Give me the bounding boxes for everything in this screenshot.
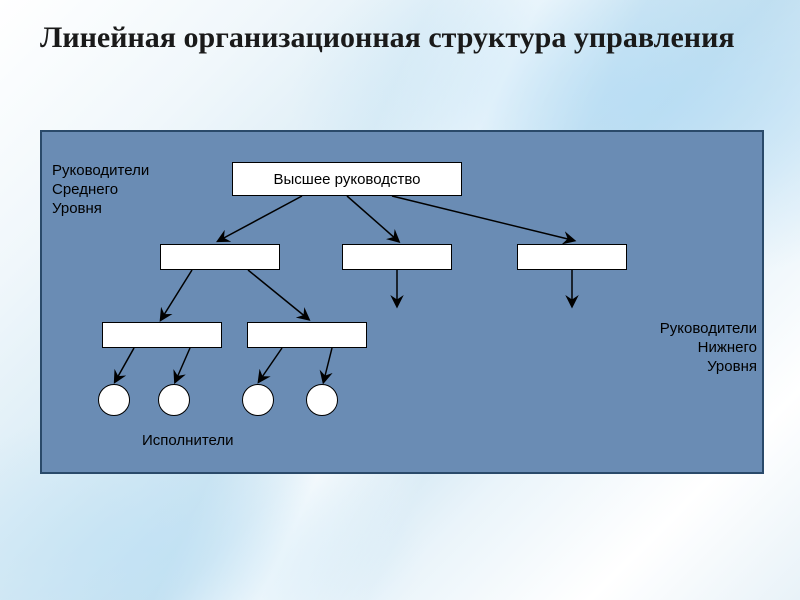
node-executor-0 <box>98 384 130 416</box>
node-executor-1 <box>158 384 190 416</box>
node-executor-2 <box>242 384 274 416</box>
label-lower-management: РуководителиНижнегоУровня <box>652 320 757 376</box>
node-mid-1 <box>342 244 452 270</box>
node-mid-0 <box>160 244 280 270</box>
node-top-management: Высшее руководство <box>232 162 462 196</box>
label-executors: Исполнители <box>142 432 234 451</box>
label-middle-management: РуководителиСреднегоУровня <box>52 162 149 218</box>
node-low-1 <box>247 322 367 348</box>
node-mid-2 <box>517 244 627 270</box>
diagram-content: Высшее руководство РуководителиСреднегоУр… <box>42 132 762 472</box>
node-low-0 <box>102 322 222 348</box>
slide: Линейная организационная структура управ… <box>0 0 800 600</box>
node-executor-3 <box>306 384 338 416</box>
slide-title: Линейная организационная структура управ… <box>40 20 760 56</box>
diagram-panel: Высшее руководство РуководителиСреднегоУр… <box>40 130 764 474</box>
